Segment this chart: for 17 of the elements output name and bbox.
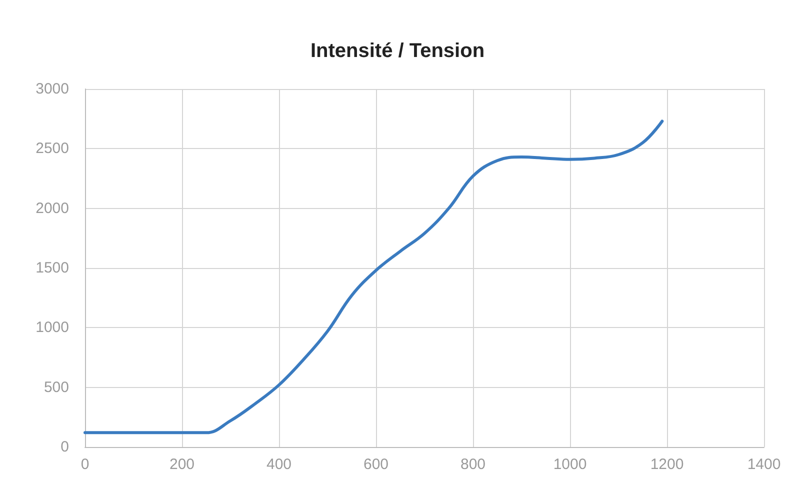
line-series <box>84 120 664 434</box>
y-tick-label: 0 <box>60 438 69 456</box>
x-tick-label: 0 <box>80 456 90 473</box>
y-tick-label: 3000 <box>36 80 69 98</box>
chart-title: Intensité / Tension <box>310 40 485 62</box>
y-tick-label: 500 <box>44 378 69 396</box>
x-tick-label: 200 <box>169 456 195 473</box>
y-tick-label: 1000 <box>36 319 69 336</box>
x-tick-label: 1000 <box>553 456 587 473</box>
y-tick-label: 1500 <box>36 260 69 276</box>
x-tick-label: 1200 <box>650 456 684 473</box>
y-tick-label: 2500 <box>36 140 69 158</box>
x-tick-label: 600 <box>363 456 389 473</box>
x-tick-label: 1400 <box>747 456 781 473</box>
x-tick-label: 400 <box>266 456 292 473</box>
y-tick-label: 2000 <box>36 200 69 217</box>
x-tick-label: 800 <box>460 456 486 473</box>
